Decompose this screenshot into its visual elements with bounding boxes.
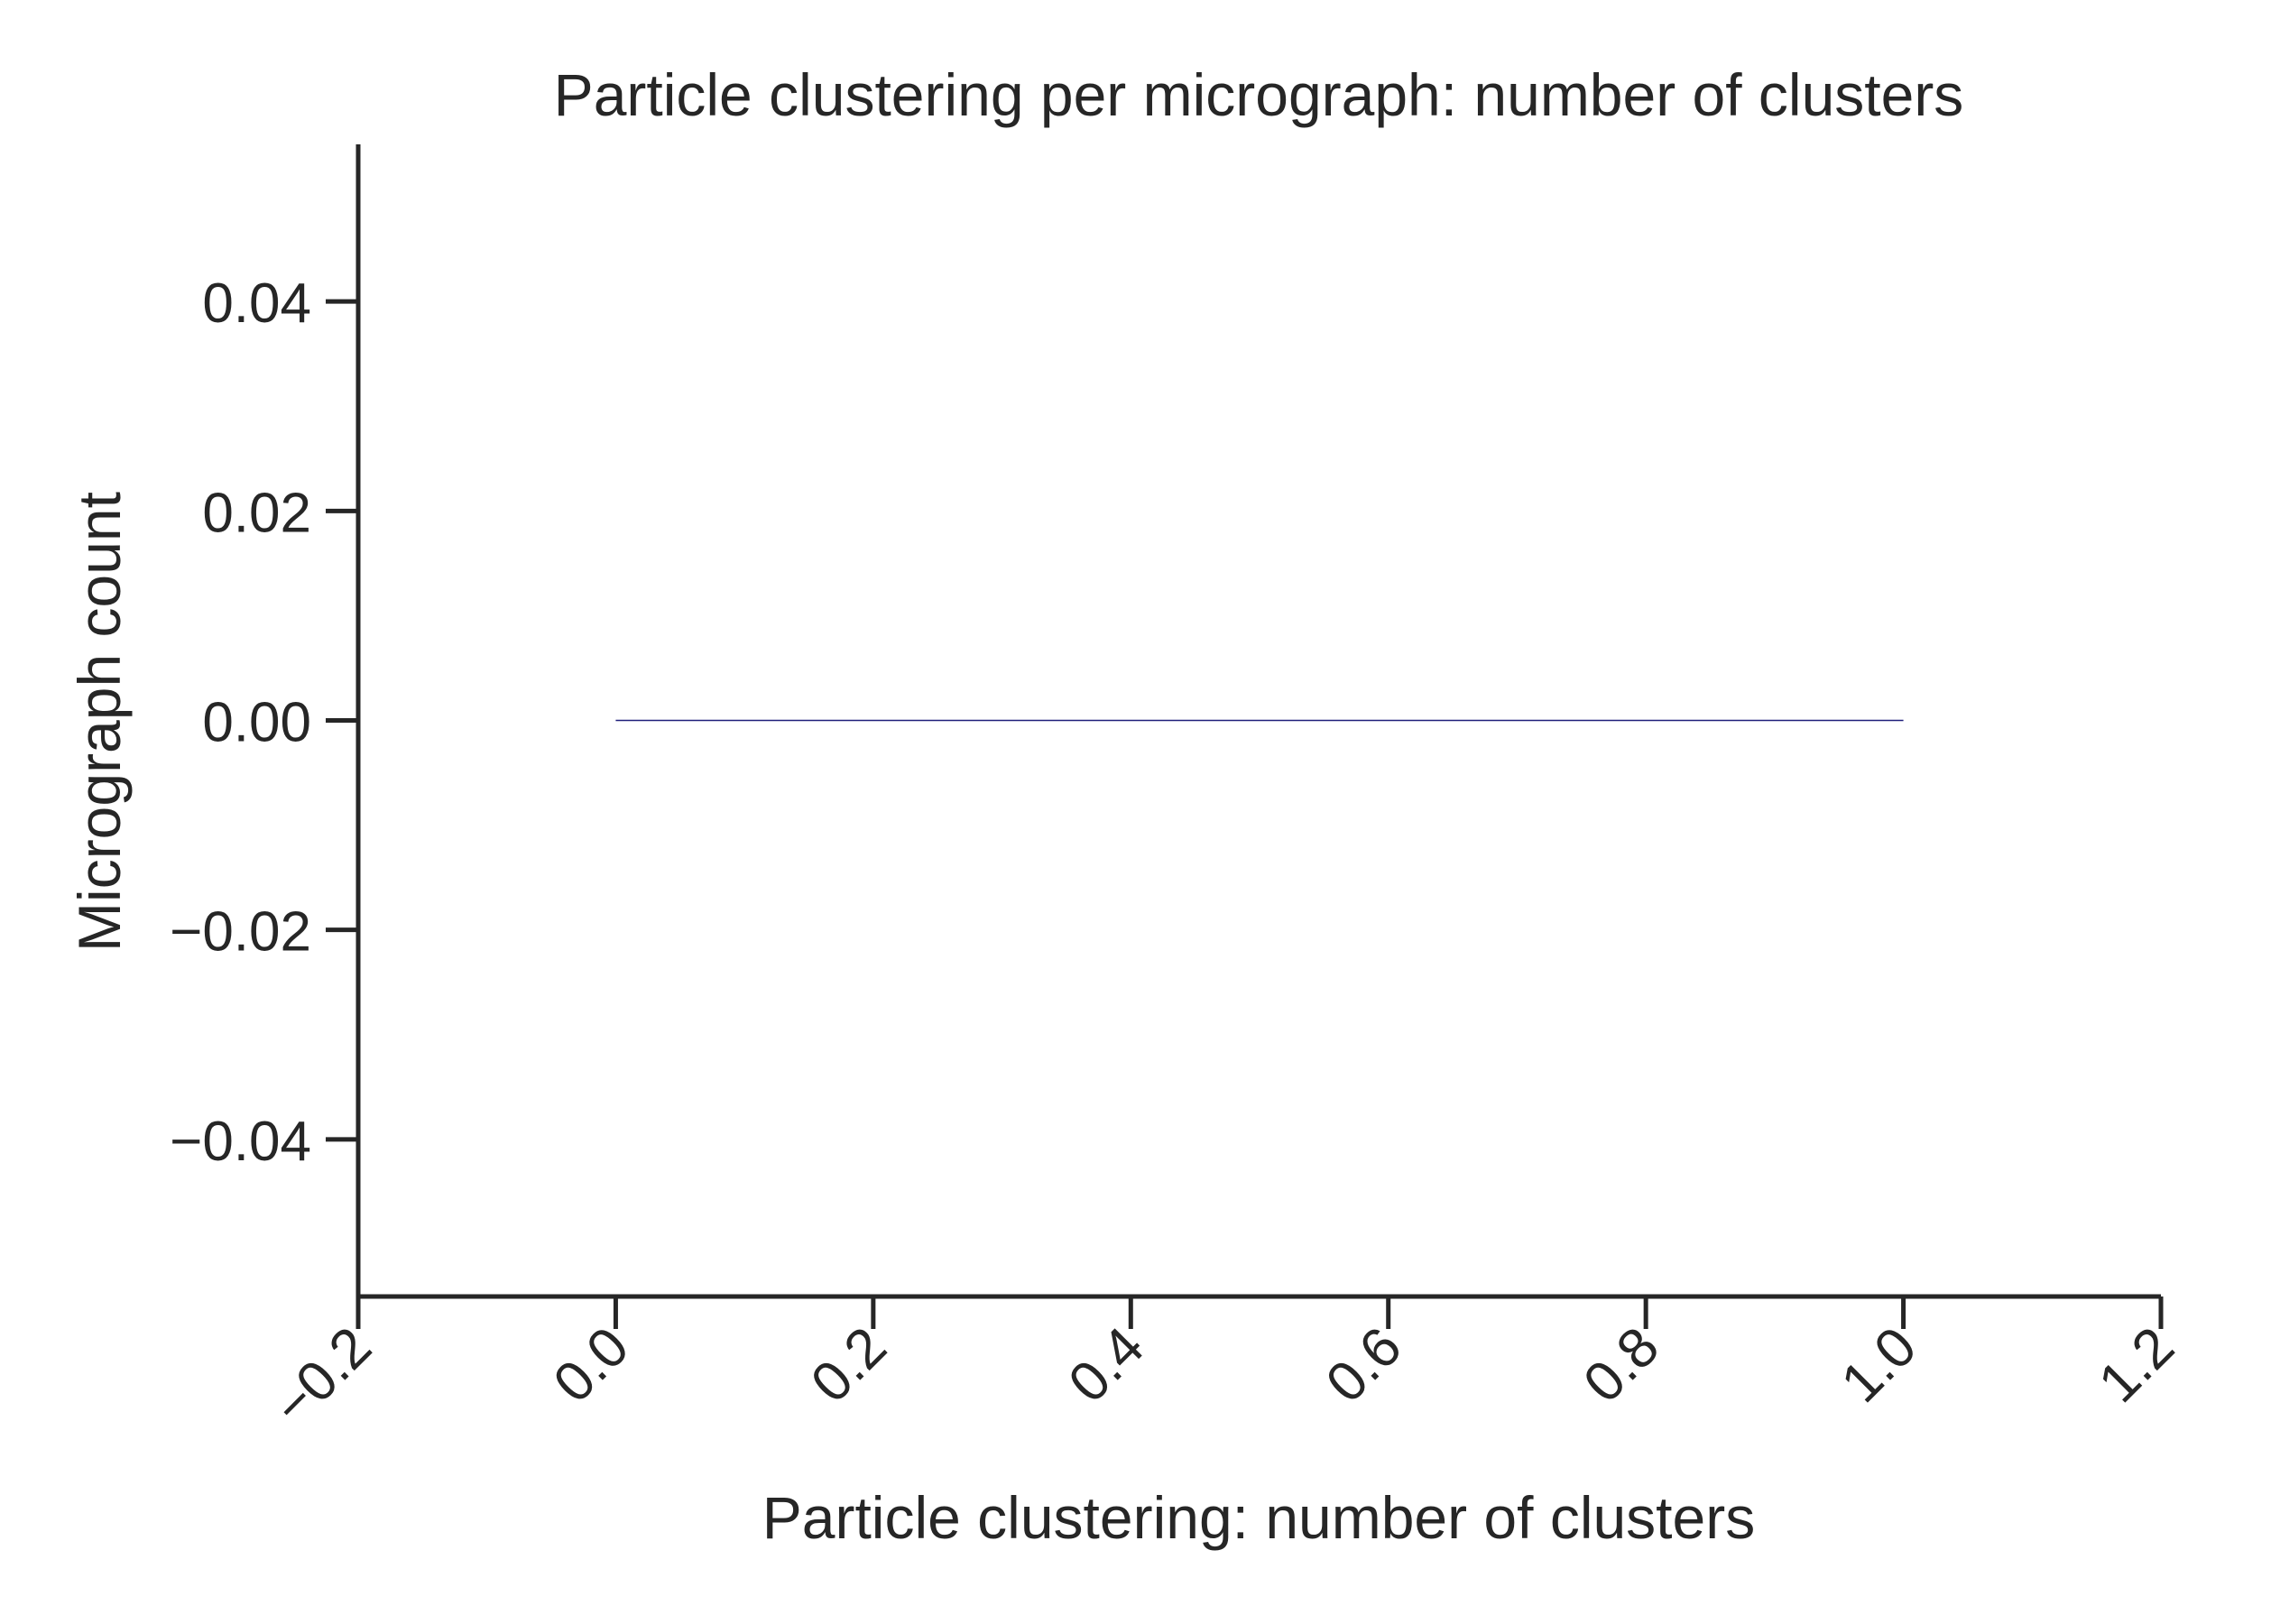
y-tick-label: 0.04	[202, 272, 311, 335]
x-tick-label: 1.2	[2087, 1315, 2186, 1415]
histogram-bars	[615, 719, 1904, 722]
x-axis: −0.2 0.0 0.2 0.4 0.6 0.8 1.0 1.2	[262, 1294, 2186, 1437]
x-tick-label: 0.0	[542, 1315, 642, 1415]
y-axis-label: Micrograph count	[66, 492, 133, 952]
x-tick-label: 0.8	[1572, 1315, 1671, 1415]
y-tick-label: −0.04	[170, 1111, 311, 1173]
x-tick-label: −0.2	[262, 1315, 383, 1437]
x-tick-label: 0.4	[1057, 1315, 1156, 1415]
y-tick-label: 0.02	[202, 482, 311, 544]
chart-title: Particle clustering per micrograph: numb…	[554, 61, 1964, 128]
x-tick-label: 1.0	[1830, 1315, 1929, 1415]
x-tick-label: 0.6	[1315, 1315, 1414, 1415]
x-tick-label: 0.2	[799, 1315, 899, 1415]
y-tick-label: 0.00	[202, 692, 311, 754]
histogram-bar	[615, 719, 1904, 722]
y-axis: 0.04 0.02 0.00 −0.02 −0.04	[170, 144, 361, 1296]
x-axis-label: Particle clustering: number of clusters	[762, 1484, 1755, 1551]
y-tick-label: −0.02	[170, 901, 311, 964]
